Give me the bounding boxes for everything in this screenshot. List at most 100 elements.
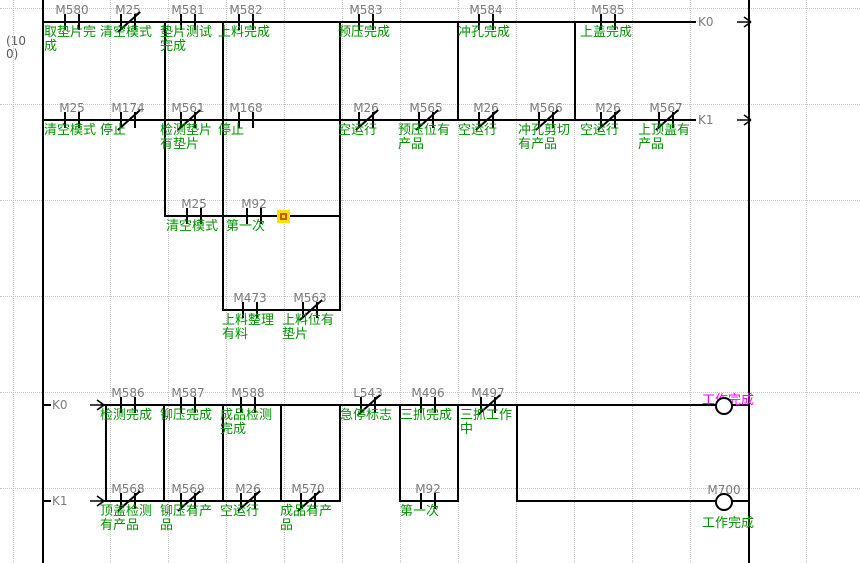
contact-M580[interactable]: M580 取垫片完成 — [43, 4, 101, 68]
wire — [223, 309, 341, 311]
contact-M25[interactable]: M25 清空模式 — [99, 4, 157, 68]
contact-comment: 三抓完成 — [400, 408, 453, 423]
contact-M496[interactable]: M496 三抓完成 — [399, 387, 457, 451]
contact-M567[interactable]: M567 上顶盖有产品 — [637, 102, 695, 166]
continuation-label: K1 — [52, 493, 82, 509]
continuation-label: K0 — [698, 14, 728, 30]
contact-M26[interactable]: M26 空运行 — [457, 102, 515, 166]
contact-symbol — [254, 493, 256, 509]
contact-symbol — [494, 397, 496, 413]
contact-device-label: M168 — [229, 101, 263, 115]
right-power-rail — [748, 0, 750, 563]
contact-M584[interactable]: M584 冲孔完成 — [457, 4, 515, 68]
left-power-rail — [42, 0, 44, 563]
contact-device-label: M26 — [473, 101, 499, 115]
contact-L543[interactable]: L543 急停标志 — [339, 387, 397, 451]
contact-symbol — [120, 112, 122, 128]
contact-symbol — [240, 493, 242, 509]
contact-symbol — [260, 208, 262, 224]
contact-device-label: M473 — [233, 291, 267, 305]
contact-symbol — [252, 112, 254, 128]
contact-M583[interactable]: M583 预压完成 — [337, 4, 395, 68]
contact-M565[interactable]: M565 预压位有产品 — [397, 102, 455, 166]
contact-M473[interactable]: M473 上料整理有料 — [221, 292, 279, 356]
grid-line — [0, 488, 860, 489]
contact-comment: 第一次 — [226, 219, 266, 234]
contact-symbol — [64, 14, 66, 30]
contact-device-label: M563 — [293, 291, 327, 305]
contact-M174[interactable]: M174 停止 — [99, 102, 157, 166]
grid-line — [0, 200, 860, 201]
contact-symbol — [478, 14, 480, 30]
coil-symbol — [715, 493, 733, 511]
contact-M25[interactable]: M25 清空模式 — [165, 198, 223, 262]
contact-device-label: M588 — [231, 386, 265, 400]
contact-M586[interactable]: M586 检测完成 — [99, 387, 157, 451]
contact-M168[interactable]: M168 停止 — [217, 102, 275, 166]
contact-M566[interactable]: M566 冲孔剪切有产品 — [517, 102, 575, 166]
contact-symbol — [180, 397, 182, 413]
grid-line — [400, 0, 401, 563]
contact-M563[interactable]: M563 上料位有垫片 — [281, 292, 339, 356]
coil-output[interactable]: 工作完成 — [694, 387, 754, 451]
wire — [165, 215, 341, 217]
continuation-label: K1 — [698, 112, 728, 128]
contact-M25[interactable]: M25 清空模式 — [43, 102, 101, 166]
contact-symbol — [614, 14, 616, 30]
contact-M585[interactable]: M585 上盖完成 — [579, 4, 637, 68]
contact-device-label: M25 — [59, 101, 85, 115]
contact-device-label: M26 — [353, 101, 379, 115]
contact-comment: 冲孔剪切有产品 — [518, 123, 571, 152]
wire — [42, 119, 696, 121]
contact-comment: 急停标志 — [340, 408, 393, 423]
contact-symbol — [78, 14, 80, 30]
contact-M26[interactable]: M26 空运行 — [579, 102, 637, 166]
contact-comment: 空运行 — [458, 123, 498, 138]
contact-M582[interactable]: M582 上料完成 — [217, 4, 275, 68]
contact-device-label: M582 — [229, 3, 263, 17]
contact-symbol — [120, 397, 122, 413]
coil-device-label: M700 — [707, 483, 741, 497]
contact-M587[interactable]: M587 铆压完成 — [159, 387, 217, 451]
contact-comment: 冲孔完成 — [458, 25, 511, 40]
contact-symbol — [360, 397, 362, 413]
contact-comment: 上盖完成 — [580, 25, 633, 40]
contact-device-label: M584 — [469, 3, 503, 17]
contact-device-label: M587 — [171, 386, 205, 400]
contact-symbol — [64, 112, 66, 128]
contact-M588[interactable]: M588 成品检测完成 — [219, 387, 277, 451]
contact-symbol — [120, 493, 122, 509]
branch-wire — [164, 21, 166, 217]
contact-M568[interactable]: M568 顶盖检测有产品 — [99, 483, 157, 547]
coil-M700[interactable]: M700 工作完成 — [694, 483, 754, 547]
contact-comment: 空运行 — [580, 123, 620, 138]
contact-M26[interactable]: M26 空运行 — [219, 483, 277, 547]
contact-symbol — [194, 493, 196, 509]
branch-wire — [457, 21, 459, 121]
contact-M570[interactable]: M570 成品有产品 — [279, 483, 337, 547]
contact-symbol — [302, 302, 304, 318]
contact-comment: 成品检测完成 — [220, 408, 273, 437]
grid-line — [690, 0, 691, 563]
grid-line — [168, 0, 169, 563]
grid-line — [0, 104, 860, 105]
contact-M581[interactable]: M581 垫片测试完成 — [159, 4, 217, 68]
contact-M26[interactable]: M26 空运行 — [337, 102, 395, 166]
contact-symbol — [246, 208, 248, 224]
contact-M92[interactable]: M92 第一次 — [399, 483, 457, 547]
contact-comment: 上料整理有料 — [222, 313, 275, 342]
edit-cursor[interactable] — [277, 210, 290, 223]
contact-comment: 停止 — [218, 123, 245, 138]
contact-symbol — [180, 112, 182, 128]
contact-M497[interactable]: M497 三抓工作中 — [459, 387, 517, 451]
contact-symbol — [240, 397, 242, 413]
contact-M561[interactable]: M561 检测垫片有垫片 — [159, 102, 217, 166]
contact-M569[interactable]: M569 铆压有产品 — [159, 483, 217, 547]
contact-symbol — [420, 397, 422, 413]
contact-symbol — [492, 112, 494, 128]
contact-symbol — [256, 302, 258, 318]
contact-M92[interactable]: M92 第一次 — [225, 198, 283, 262]
contact-comment: 清空模式 — [44, 123, 97, 138]
wire — [517, 500, 748, 502]
